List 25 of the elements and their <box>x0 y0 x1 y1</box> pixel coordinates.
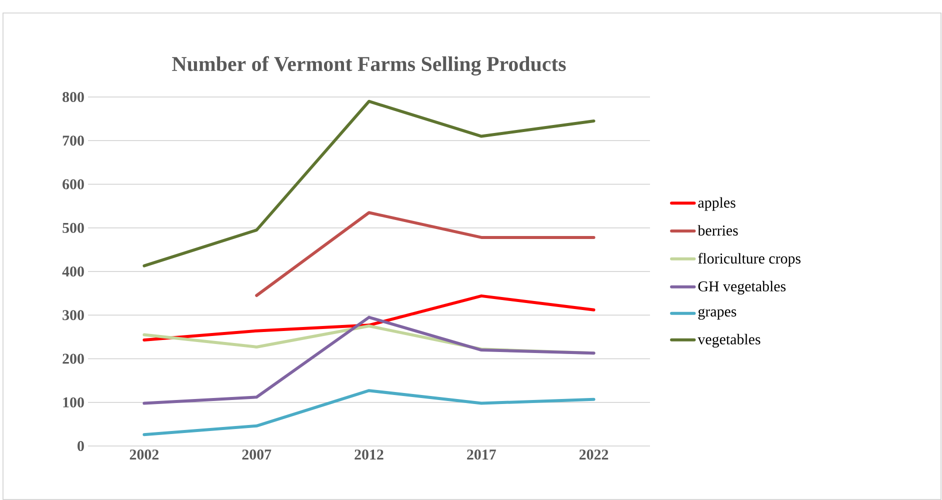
y-tick-label: 800 <box>62 92 84 102</box>
y-tick-label: 100 <box>63 397 84 408</box>
chart-title: Number of Vermont Farms Selling Products <box>172 56 566 76</box>
line-series <box>142 389 596 436</box>
line-series <box>142 100 596 268</box>
legend-label: grapes <box>698 308 736 320</box>
y-tick-label: 600 <box>62 179 84 190</box>
x-tick-label: 2002 <box>130 450 158 460</box>
legend-label: GH vegetables <box>698 280 786 295</box>
legend-label: floriculture crops <box>698 252 801 267</box>
line-series <box>142 316 596 405</box>
legend-label: berries <box>698 225 738 236</box>
y-tick-label: 200 <box>62 354 84 364</box>
y-tick-label: 700 <box>62 136 84 146</box>
x-tick-label: 2012 <box>354 450 384 460</box>
y-tick-label: 300 <box>62 310 84 320</box>
line-series <box>142 294 596 342</box>
x-tick-label: 2022 <box>579 450 608 460</box>
y-tick-label: 500 <box>62 222 84 233</box>
legend-label: apples <box>698 197 736 211</box>
y-tick-label: 0 <box>78 440 84 452</box>
x-tick-label: 2007 <box>242 450 272 460</box>
x-tick-label: 2017 <box>467 450 496 460</box>
y-tick-label: 400 <box>62 266 84 277</box>
legend-label: vegetables <box>698 334 760 348</box>
